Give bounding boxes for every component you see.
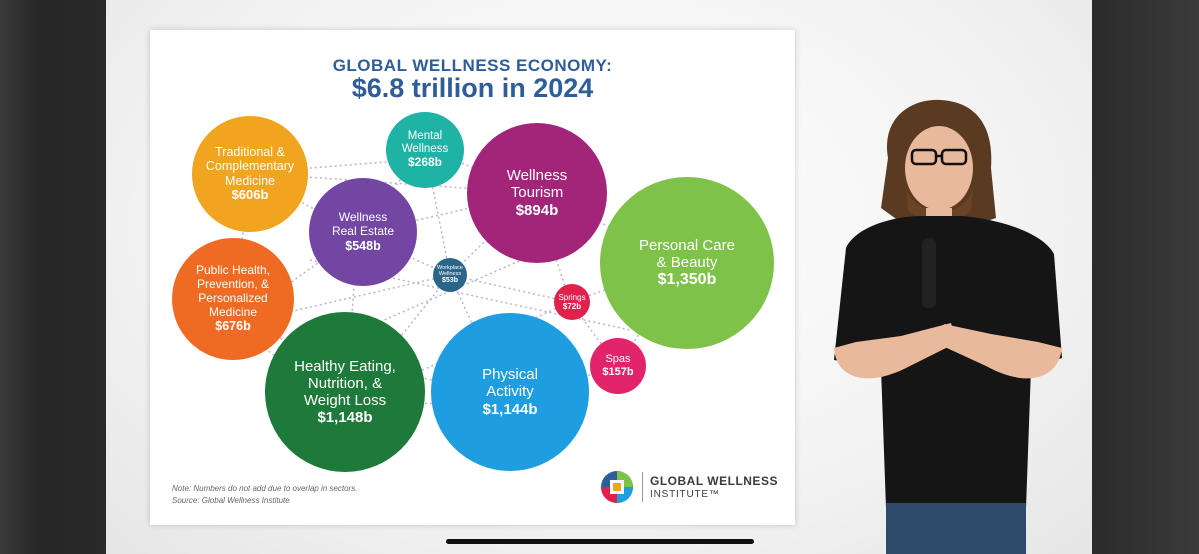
bubble-value: $1,350b	[657, 271, 717, 289]
bubble-label: Wellness Real Estate	[331, 210, 395, 238]
bubble-label: Wellness Tourism	[506, 167, 568, 202]
video-scrubber-handle[interactable]	[446, 539, 754, 544]
presenter-figure	[834, 99, 1062, 554]
bubble-public-health: Public Health, Prevention, & Personalize…	[172, 238, 294, 360]
logo-divider	[642, 472, 643, 502]
gwi-logo: GLOBAL WELLNESS INSTITUTE™	[600, 470, 780, 506]
microphone-icon	[922, 238, 936, 308]
bubble-value: $606b	[231, 187, 269, 203]
presentation-slide: GLOBAL WELLNESS ECONOMY: $6.8 trillion i…	[150, 30, 795, 525]
bubble-label: Spas	[605, 353, 631, 366]
bubble-label: Mental Wellness	[401, 129, 449, 156]
bubble-mental-wellness: Mental Wellness $268b	[386, 112, 464, 188]
bubble-value: $1,148b	[317, 409, 373, 427]
bubble-label: Physical Activity	[482, 366, 538, 401]
logo-subtitle: INSTITUTE™	[650, 489, 720, 500]
bubble-personal-care-beauty: Personal Care & Beauty $1,350b	[600, 177, 774, 349]
slide-title: GLOBAL WELLNESS ECONOMY:	[332, 56, 613, 75]
bubble-value: $157b	[602, 366, 634, 378]
presenter-arm-right	[936, 324, 1062, 379]
bubble-label: Public Health, Prevention, & Personalize…	[195, 263, 271, 319]
bubble-label: Personal Care & Beauty	[639, 236, 735, 271]
bubble-label: Workplace Wellness	[437, 264, 463, 277]
bubble-value: $676b	[215, 319, 251, 334]
bubble-wellness-tourism: Wellness Tourism $894b	[467, 123, 607, 263]
presenter-face	[905, 126, 973, 210]
bubble-physical-activity: Physical Activity $1,144b	[431, 313, 589, 471]
slide-headline: $6.8 trillion in 2024	[351, 73, 594, 103]
bubble-spas: Spas $157b	[590, 338, 646, 394]
presenter-shirt	[834, 216, 1062, 508]
bubble-traditional-medicine: Traditional & Complementary Medicine $60…	[192, 116, 308, 232]
bubble-value: $72b	[562, 302, 582, 311]
bubble-springs: Springs $72b	[554, 284, 590, 320]
bubble-label: Springs	[558, 292, 586, 302]
slide-footnote: Note: Numbers do not add due to overlap …	[172, 483, 357, 506]
footnote-source: Source: Global Wellness Institute	[172, 495, 290, 505]
bubble-value: $548b	[345, 238, 381, 253]
footnote-note: Note: Numbers do not add due to overlap …	[172, 484, 358, 493]
presenter-beard	[906, 188, 973, 222]
bubble-value: $1,144b	[482, 400, 538, 418]
bubble-label: Healthy Eating, Nutrition, & Weight Loss	[294, 357, 396, 410]
logo-name: GLOBAL WELLNESS	[650, 474, 778, 488]
global-wellness-logo-icon	[601, 471, 633, 503]
bubble-healthy-eating: Healthy Eating, Nutrition, & Weight Loss…	[265, 312, 425, 472]
bubble-workplace-wellness: Workplace Wellness $53b	[433, 258, 467, 292]
bubble-wellness-real-estate: Wellness Real Estate $548b	[309, 178, 417, 286]
bubble-value: $894b	[515, 201, 559, 219]
presenter-arm-left	[834, 323, 956, 379]
bubble-value: $53b	[442, 277, 458, 285]
bubble-value: $268b	[407, 155, 443, 170]
bubble-label: Traditional & Complementary Medicine	[205, 144, 295, 188]
presenter-jeans	[886, 503, 1026, 554]
